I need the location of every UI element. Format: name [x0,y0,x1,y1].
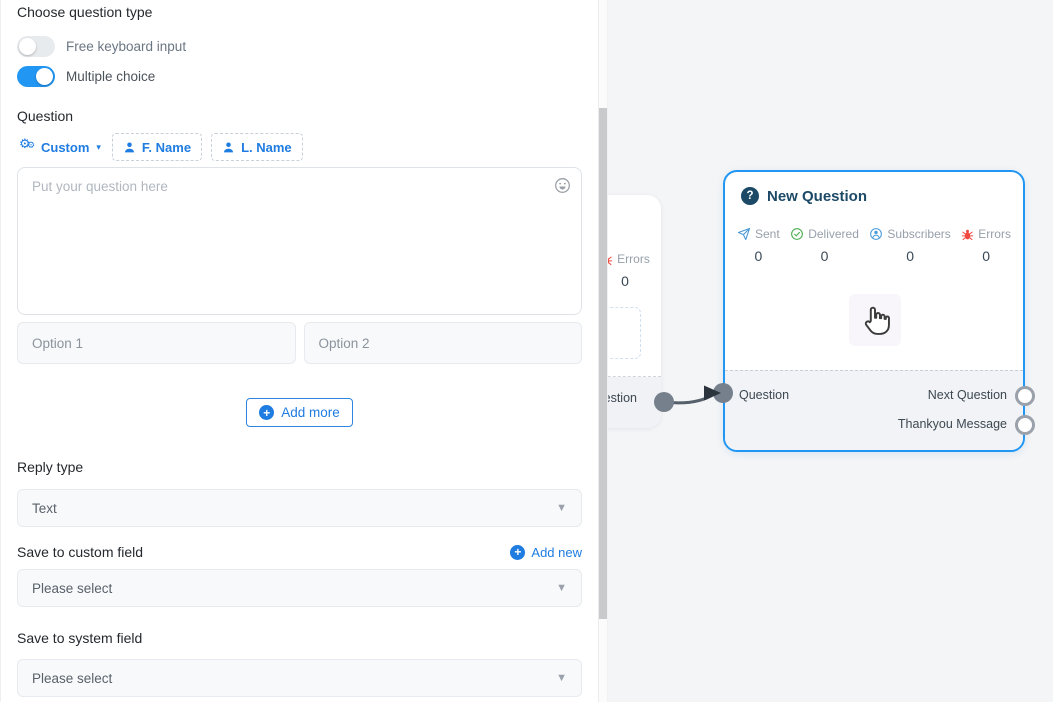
free-keyboard-toggle-row: Free keyboard input [17,35,582,57]
errors-icon [608,255,613,265]
multiple-choice-label: Multiple choice [66,68,156,84]
multiple-choice-toggle[interactable] [17,65,55,87]
caret-down-icon: ▼ [556,502,567,514]
free-keyboard-toggle[interactable] [17,35,55,57]
question-settings-panel: Choose question type Free keyboard input… [0,0,599,702]
question-label: Question [17,108,74,124]
prev-output-port-label: Next Question [608,391,637,405]
choose-question-type-title: Choose question type [17,4,153,20]
add-more-button[interactable]: + Add more [246,398,353,427]
hand-pointer-cursor-icon [864,306,890,335]
add-new-custom-field-link[interactable]: + Add new [510,544,582,560]
system-field-select[interactable]: Please select ▼ [17,659,582,697]
wire-arrowhead-icon [704,385,721,401]
dashed-option-placeholder [608,307,641,359]
subscribers-icon [870,228,883,240]
mouse-cursor-highlight [849,294,901,346]
output-port-next-question[interactable] [1015,386,1035,406]
caret-down-icon: ▼ [556,582,567,594]
reply-type-select[interactable]: Text ▼ [17,489,582,527]
node-stats-row: Sent 0 Delivered 0 [725,227,1023,264]
new-question-node[interactable]: ? New Question Sent 0 [723,170,1035,452]
custom-field-select[interactable]: Please select ▼ [17,569,582,607]
custom-fields-dropdown-button[interactable]: ⚙ ⚙ Custom ▾ [17,135,103,156]
caret-down-icon: ▼ [556,672,567,684]
prev-node-footer: Next Question [608,377,661,428]
previous-question-node[interactable]: Errors 0 Next Question [608,195,661,428]
save-custom-field-label: Save to custom field [17,544,144,560]
panel-scrollbar-track[interactable] [599,0,608,702]
output-port-1-label: Next Question [927,388,1007,402]
question-badge-icon: ? [741,187,759,205]
reply-type-label: Reply type [17,459,84,475]
input-port-label: Question [739,388,790,402]
reply-type-value: Text [32,500,57,516]
person-icon [223,142,234,152]
emoji-picker-icon[interactable] [553,176,572,195]
first-name-chip-label: F. Name [141,139,192,155]
person-icon [124,142,135,152]
output-port-2-label: Thankyou Message [897,417,1007,431]
last-name-chip[interactable]: L. Name [211,133,303,161]
save-custom-field-row: Save to custom field + Add new [17,544,582,560]
send-icon [737,227,751,241]
plus-circle-icon: + [510,544,526,560]
first-name-chip[interactable]: F. Name [111,133,203,161]
stat-label: Delivered [808,227,859,241]
free-keyboard-label: Free keyboard input [66,38,187,54]
stat-sent: Sent 0 [737,227,780,264]
output-port-thankyou-message[interactable] [1015,415,1035,435]
gears-icon: ⚙ ⚙ [19,135,36,151]
caret-down-icon: ▾ [96,141,101,152]
flow-canvas[interactable]: Errors 0 Next Question ? New Question [608,0,1053,702]
stat-value: 0 [906,248,914,264]
delivered-icon [791,228,804,240]
node-title: New Question [767,187,868,205]
option-1-input[interactable] [17,322,296,364]
stat-value: 0 [754,248,763,264]
system-field-value: Please select [32,670,113,686]
stat-label: Sent [755,227,780,241]
stat-errors: Errors 0 [608,252,657,289]
question-text-input[interactable] [30,177,545,307]
toggle-knob [19,37,36,55]
custom-button-label: Custom [41,139,90,155]
panel-scrollbar-thumb[interactable] [599,108,607,619]
add-more-label: Add more [281,405,340,420]
toggle-knob [36,67,53,85]
stat-delivered: Delivered 0 [790,227,859,264]
stat-subscribers: Subscribers 0 [869,227,951,264]
dashed-separator [608,376,661,377]
stat-value: 0 [982,248,991,264]
last-name-chip-label: L. Name [241,139,292,155]
add-more-row: + Add more [17,398,582,427]
stat-value: 0 [820,248,829,264]
option-2-input[interactable] [303,322,582,364]
connection-wire [662,392,716,405]
stat-label: Subscribers [887,227,951,241]
plus-circle-icon: + [259,405,275,420]
stat-label: Errors [617,252,650,266]
errors-icon [962,229,974,240]
add-new-label: Add new [531,544,582,560]
custom-field-value: Please select [32,580,113,596]
node-header: ? New Question [725,172,1023,205]
question-text-box [17,167,582,315]
answer-options-row [17,322,582,364]
multiple-choice-toggle-row: Multiple choice [17,65,582,87]
save-system-field-label: Save to system field [17,630,143,646]
stat-label: Errors [978,227,1011,241]
stat-errors: Errors 0 [961,227,1011,264]
merge-tag-toolbar: ⚙ ⚙ Custom ▾ F. Name L. Name [17,133,582,161]
stat-value: 0 [621,273,629,289]
node-ports-footer: Question Next Question Thankyou Message [725,370,1035,450]
